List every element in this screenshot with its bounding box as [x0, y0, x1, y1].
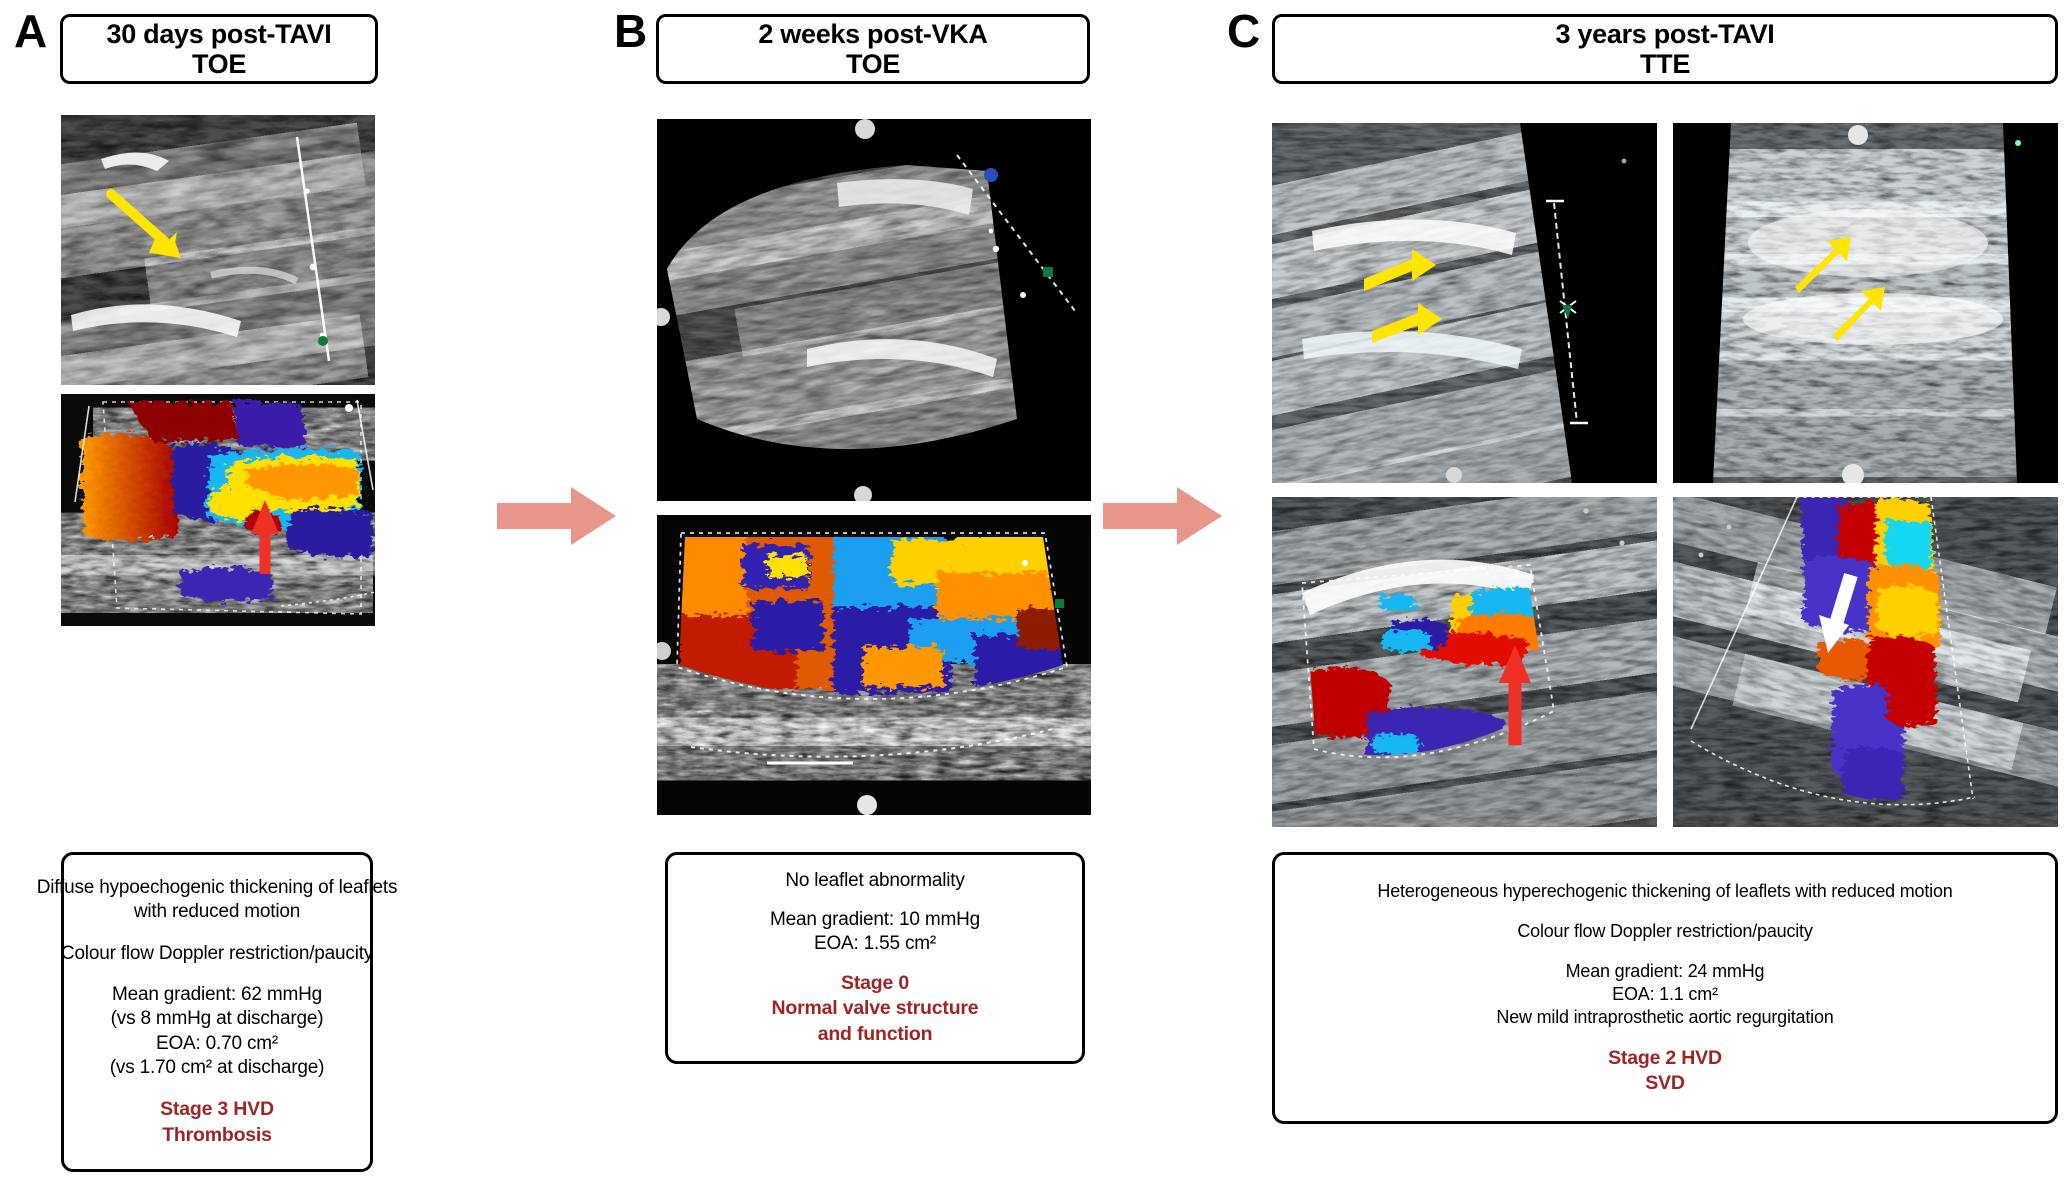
panel-c-doppler-apical-image [1673, 497, 2058, 827]
panel-b-doppler-image [657, 515, 1091, 815]
panel-c-doppler-long-axis-image [1272, 497, 1657, 827]
panel-letter-b: B [614, 5, 647, 57]
caption-a-doppler: Colour flow Doppler restriction/paucity [60, 942, 374, 964]
caption-a-verdict-2: Thrombosis [162, 1123, 272, 1146]
panel-b-header-line1: 2 weeks post-VKA [758, 18, 988, 49]
panel-a-doppler-image [61, 394, 375, 626]
panel-a-caption: Diffuse hypoechogenic thickening of leaf… [37, 852, 397, 1172]
caption-a-measure-1: Mean gradient: 62 mmHg [112, 984, 322, 1005]
transition-arrow-b-to-c [1103, 485, 1223, 547]
caption-a-line-2: with reduced motion [133, 901, 301, 923]
caption-b-measure-2: EOA: 1.55 cm² [814, 933, 936, 955]
caption-b-verdict-3: and function [817, 1022, 933, 1045]
caption-b-verdict-2: Normal valve structure [771, 997, 979, 1020]
panel-c-header: 3 years post-TAVI TTE [1272, 14, 2058, 84]
caption-a-verdict-1: Stage 3 HVD [160, 1098, 274, 1121]
panel-c-greyscale-long-axis-image [1272, 123, 1657, 483]
caption-c-measure-2: EOA: 1.1 cm² [1612, 983, 1718, 1004]
panel-a-greyscale-image [61, 115, 375, 385]
panel-b-header-line2: TOE [845, 49, 901, 79]
panel-c-header-line1: 3 years post-TAVI [1555, 18, 1775, 49]
panel-c-caption: Heterogeneous hyperechogenic thickening … [1272, 852, 2058, 1124]
caption-b-measure-1: Mean gradient: 10 mmHg [770, 908, 980, 930]
caption-a-measure-2: (vs 8 mmHg at discharge) [110, 1008, 324, 1030]
panel-a-header-line1: 30 days post-TAVI [106, 18, 332, 49]
caption-b-line-1: No leaflet abnormality [785, 870, 965, 891]
panel-b-header: 2 weeks post-VKA TOE [656, 14, 1090, 84]
panel-letter-c: C [1227, 5, 1260, 57]
panel-letter-a: A [14, 5, 47, 57]
transition-arrow-a-to-b [497, 485, 617, 547]
caption-a-line-1: Diffuse hypoechogenic thickening of leaf… [36, 877, 398, 899]
caption-c-verdict-2: SVD [1645, 1072, 1685, 1095]
panel-b-greyscale-image [657, 119, 1091, 501]
caption-a-measure-3: EOA: 0.70 cm² [156, 1032, 278, 1054]
caption-c-doppler: Colour flow Doppler restriction/paucity [1517, 920, 1813, 941]
caption-c-measure-1: Mean gradient: 24 mmHg [1565, 960, 1765, 981]
caption-c-line-1: Heterogeneous hyperechogenic thickening … [1377, 880, 1953, 901]
panel-a-header-line2: TOE [191, 49, 247, 79]
panel-c-header-line2: TTE [1639, 49, 1691, 79]
caption-c-measure-3: New mild intraprosthetic aortic regurgit… [1496, 1006, 1834, 1027]
panel-b-caption: No leaflet abnormality Mean gradient: 10… [665, 852, 1085, 1064]
panel-a-header: 30 days post-TAVI TOE [60, 14, 378, 84]
caption-b-verdict-1: Stage 0 [841, 971, 909, 994]
panel-c-greyscale-short-axis-image [1673, 123, 2058, 483]
caption-c-verdict-1: Stage 2 HVD [1608, 1046, 1722, 1069]
caption-a-measure-4: (vs 1.70 cm² at discharge) [109, 1056, 325, 1078]
